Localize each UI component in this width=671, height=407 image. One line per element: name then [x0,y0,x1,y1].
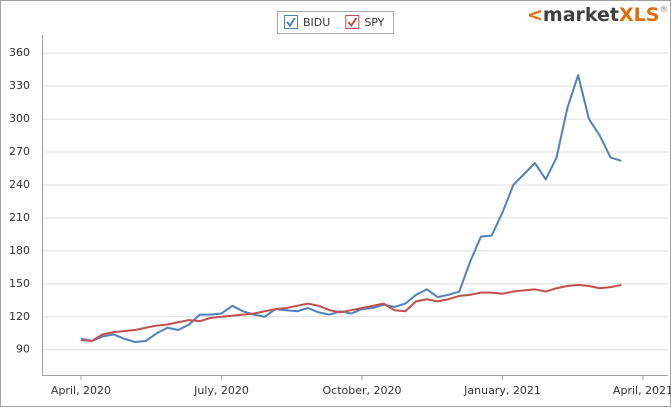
legend-label[interactable]: BIDU [303,16,330,29]
logo-text: <marketXLS® [527,4,668,26]
y-tick-label: 180 [9,244,30,257]
legend-check[interactable] [286,17,296,28]
series-line [80,74,622,344]
y-tick-label: 150 [9,277,30,290]
y-tick-label: 90 [16,343,30,356]
y-tick-label: 210 [9,211,30,224]
logo: <marketXLS® [527,4,668,26]
x-tick-label: January, 2021 [463,384,541,397]
legend-checkbox[interactable] [284,15,298,29]
y-tick-label: 360 [9,46,30,59]
x-tick-label: April, 2021 [613,384,671,397]
series-line [80,283,622,342]
logo-market: market [543,4,619,26]
legend-checkbox[interactable] [345,15,360,29]
legend: BIDU SPY [277,11,394,34]
legend-box [277,11,394,34]
logo-registered: ® [659,5,668,15]
y-tick-label: 270 [9,145,30,158]
y-tick-label: 300 [9,112,30,125]
y-tick-label: 120 [9,310,30,323]
y-tick-label: 330 [9,79,30,92]
legend-label[interactable]: SPY [364,16,384,29]
logo-arrow: < [527,4,543,26]
x-tick-label: July, 2020 [193,384,249,397]
x-tick-label: April, 2020 [51,384,111,397]
x-tick-label: October, 2020 [322,384,401,397]
y-tick-label: 240 [9,178,30,191]
logo-xls: XLS [619,4,659,26]
legend-check[interactable] [347,17,358,28]
